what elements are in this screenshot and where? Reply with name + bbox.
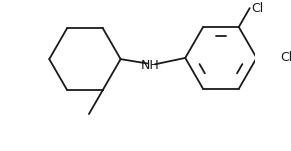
- Text: Cl: Cl: [251, 2, 264, 15]
- Text: Cl: Cl: [280, 51, 291, 64]
- Text: NH: NH: [141, 59, 160, 72]
